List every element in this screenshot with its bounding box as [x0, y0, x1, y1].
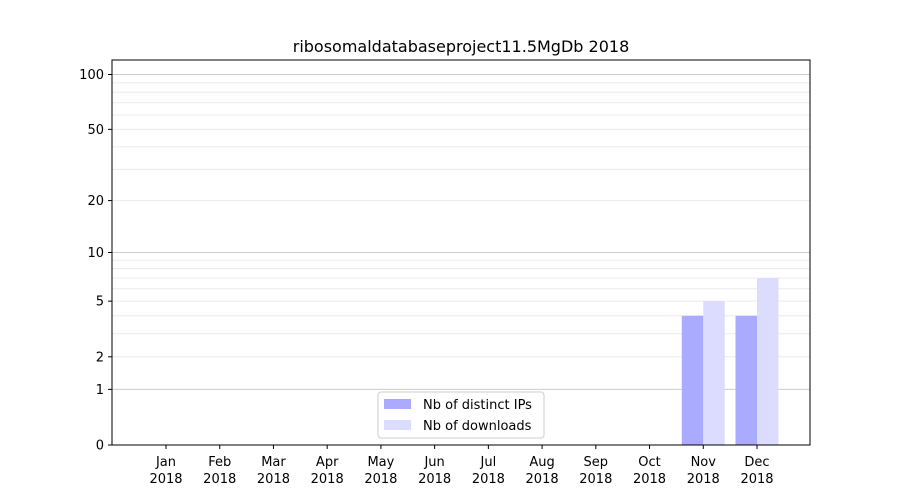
legend-swatch	[384, 420, 411, 430]
x-tick-label-year: 2018	[526, 472, 559, 487]
x-tick-label-year: 2018	[364, 472, 397, 487]
y-tick-label: 50	[87, 123, 104, 138]
x-tick-label-year: 2018	[418, 472, 451, 487]
x-tick-label-month: Sep	[584, 455, 609, 470]
x-tick-label-year: 2018	[149, 472, 182, 487]
bar-distinct-ips	[681, 315, 704, 445]
legend-label: Nb of downloads	[423, 419, 532, 434]
x-tick-label-month: Jul	[480, 455, 497, 470]
x-tick-label-year: 2018	[740, 472, 773, 487]
x-tick-label-month: Feb	[208, 455, 231, 470]
x-tick-label-month: Mar	[261, 455, 286, 470]
x-tick-label-month: Nov	[691, 455, 717, 470]
x-tick-label-year: 2018	[472, 472, 505, 487]
legend-label: Nb of distinct IPs	[423, 398, 532, 413]
y-tick-label: 2	[96, 350, 104, 365]
x-tick-label-month: Aug	[529, 455, 554, 470]
y-tick-label: 1	[96, 383, 104, 398]
grid-layer	[112, 74, 810, 390]
x-tick-label-month: May	[367, 455, 394, 470]
x-tick-label-month: Jan	[155, 455, 176, 470]
x-tick-label-year: 2018	[579, 472, 612, 487]
y-axis: 0 1 2 5 10 20 50 100	[79, 68, 112, 454]
bars-layer	[681, 278, 779, 445]
x-tick-label-year: 2018	[257, 472, 290, 487]
x-tick-label-year: 2018	[687, 472, 720, 487]
bar-downloads	[757, 278, 779, 445]
legend: Nb of distinct IPs Nb of downloads	[377, 391, 545, 439]
x-tick-label-year: 2018	[203, 472, 236, 487]
x-tick-label-month: Jun	[423, 455, 444, 470]
x-tick-label-month: Oct	[638, 455, 660, 470]
x-tick-label-year: 2018	[633, 472, 666, 487]
y-tick-label: 5	[96, 295, 104, 310]
y-tick-label: 10	[87, 246, 104, 261]
x-tick-label-month: Apr	[316, 455, 339, 470]
x-tick-label-month: Dec	[744, 455, 769, 470]
x-axis: Jan 2018 Feb 2018 Mar 2018 Apr 2018 May 2018 Jun 20…	[149, 445, 774, 487]
y-tick-label: 0	[96, 439, 104, 454]
legend-box	[377, 391, 545, 439]
bar-distinct-ips	[735, 315, 757, 445]
bar-downloads	[703, 301, 725, 445]
y-tick-label: 20	[87, 194, 104, 209]
x-tick-label-year: 2018	[311, 472, 344, 487]
chart-title: ribosomaldatabaseproject11.5MgDb 2018	[293, 37, 630, 56]
y-tick-label: 100	[79, 68, 104, 83]
legend-swatch	[384, 399, 411, 409]
